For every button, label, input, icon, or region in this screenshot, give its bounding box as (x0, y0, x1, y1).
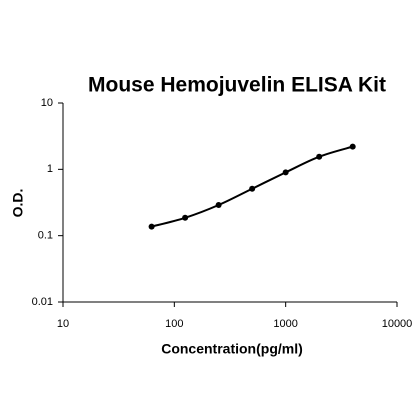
y-tick-label: 1 (47, 163, 53, 175)
data-point (282, 169, 289, 176)
data-point (182, 214, 189, 221)
x-tick-label: 10 (57, 318, 69, 330)
y-tick-label: 10 (41, 97, 53, 109)
data-point (215, 201, 222, 208)
data-point (148, 223, 155, 230)
data-point (316, 153, 323, 160)
x-tick-label: 10000 (382, 318, 413, 330)
chart-title: Mouse Hemojuvelin ELISA Kit (88, 74, 386, 97)
y-tick-label: 0.01 (32, 296, 53, 308)
data-point (349, 143, 356, 150)
y-tick-label: 0.1 (38, 230, 53, 242)
data-point (249, 185, 256, 192)
y-axis-label: O.D. (10, 189, 26, 218)
x-tick-label: 1000 (273, 318, 297, 330)
x-axis-label: Concentration(pg/ml) (161, 341, 303, 357)
x-tick-label: 100 (165, 318, 183, 330)
